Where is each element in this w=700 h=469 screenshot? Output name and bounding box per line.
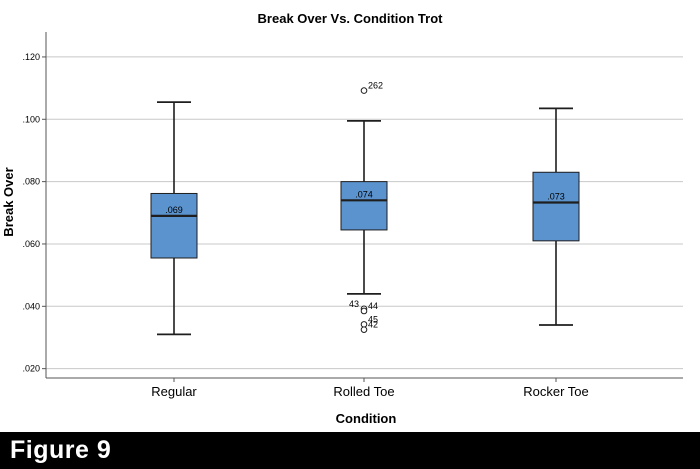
iqr-box — [532, 171, 580, 242]
box-group: .073 — [532, 107, 580, 326]
outlier-label: 44 — [368, 301, 378, 311]
iqr-box — [340, 181, 388, 231]
figure-banner: Figure 9 — [0, 432, 700, 469]
x-tick-label: Rocker Toe — [523, 384, 589, 399]
x-axis-title: Condition — [336, 411, 397, 426]
x-tick-label: Rolled Toe — [333, 384, 394, 399]
axes: .020 .040 .060 .080 .100 .120 Regular Rolled To… — [22, 32, 683, 399]
outlier-label: 45 — [368, 314, 378, 324]
y-tick-label: .120 — [22, 52, 40, 62]
outlier-point — [360, 87, 368, 94]
y-axis-title: Break Over — [1, 167, 16, 236]
median-label: .074 — [355, 189, 373, 199]
boxplot-chart: Break Over Vs. Condition Trot .020.040.0… — [1, 11, 683, 426]
x-tick-label: Regular — [151, 384, 197, 399]
y-tick-label: .100 — [22, 114, 40, 124]
y-tick-label: .020 — [22, 364, 40, 374]
median-label: .073 — [547, 192, 565, 202]
outlier-point — [360, 307, 368, 315]
outlier-label: 42 — [368, 320, 378, 330]
chart-title: Break Over Vs. Condition Trot — [258, 11, 444, 26]
y-tick-label: .080 — [22, 177, 40, 187]
median-label: .069 — [165, 205, 183, 215]
outlier-point — [360, 321, 368, 328]
y-tick-label: .040 — [22, 301, 40, 311]
iqr-box — [150, 192, 198, 259]
outlier-label: 262 — [368, 81, 383, 91]
outlier-point — [360, 326, 368, 333]
box-group: .069 — [150, 101, 198, 336]
figure-label: Figure 9 — [10, 436, 112, 464]
outlier-label: 43 — [349, 299, 359, 309]
y-tick-label: .060 — [22, 239, 40, 249]
